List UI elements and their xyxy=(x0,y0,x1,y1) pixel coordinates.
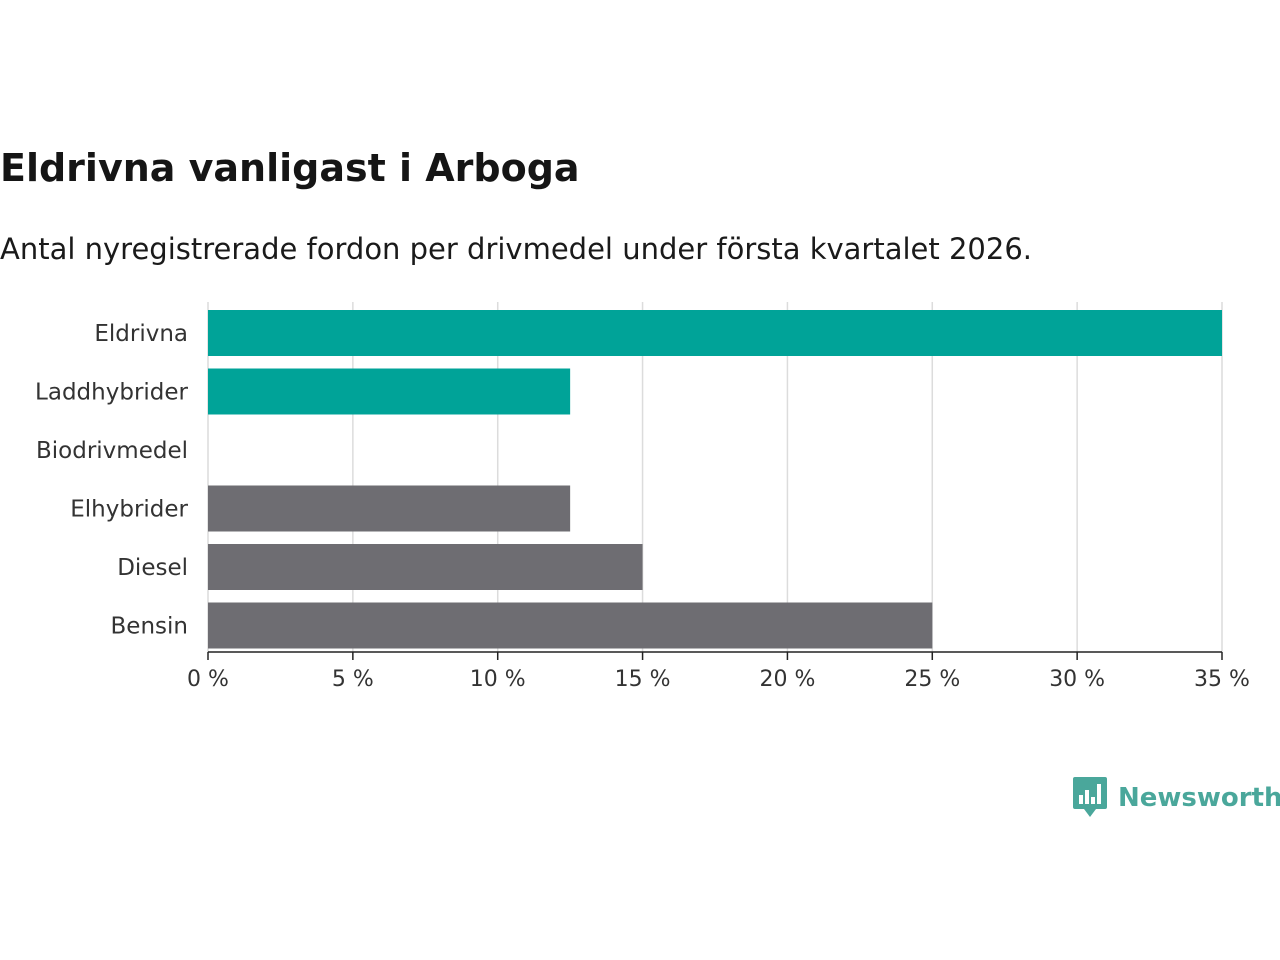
category-label: Diesel xyxy=(117,555,188,581)
x-axis: 0 % 5 % 10 % 15 % 20 % 25 % 30 % 35 % xyxy=(187,651,1250,692)
bars xyxy=(208,310,1222,649)
bar-bensin xyxy=(208,602,933,649)
category-label: Bensin xyxy=(111,614,188,640)
category-label: Biodrivmedel xyxy=(36,438,188,464)
x-tick-label: 35 % xyxy=(1194,667,1250,692)
x-tick-label: 25 % xyxy=(904,667,960,692)
x-tick-label: 30 % xyxy=(1049,667,1105,692)
x-tick-label: 10 % xyxy=(470,667,526,692)
x-tick-label: 5 % xyxy=(332,667,374,692)
x-tick-label: 15 % xyxy=(615,667,671,692)
bar-eldrivna xyxy=(208,310,1222,356)
x-tick-label: 0 % xyxy=(187,667,229,692)
chart-title: Eldrivna vanligast i Arboga xyxy=(0,146,580,190)
bar-chart: Eldrivna Laddhybrider Biodrivmedel Elhybrid… xyxy=(35,302,1250,692)
bar-diesel xyxy=(208,544,643,590)
gridlines xyxy=(207,302,1223,652)
x-tick-label: 20 % xyxy=(759,667,815,692)
chart-subtitle: Antal nyregistrerade fordon per drivmede… xyxy=(0,232,1033,266)
bar-elhybrider xyxy=(208,485,571,532)
newsworthy-logo: Newsworthy xyxy=(1072,776,1280,820)
newsworthy-icon xyxy=(1073,777,1107,817)
category-label: Elhybrider xyxy=(70,497,188,523)
category-label: Eldrivna xyxy=(94,321,188,347)
brand-name: Newsworthy xyxy=(1118,783,1280,813)
category-label: Laddhybrider xyxy=(35,380,188,406)
bar-laddhybrider xyxy=(208,368,571,415)
category-labels: Eldrivna Laddhybrider Biodrivmedel Elhybrid… xyxy=(35,321,188,640)
